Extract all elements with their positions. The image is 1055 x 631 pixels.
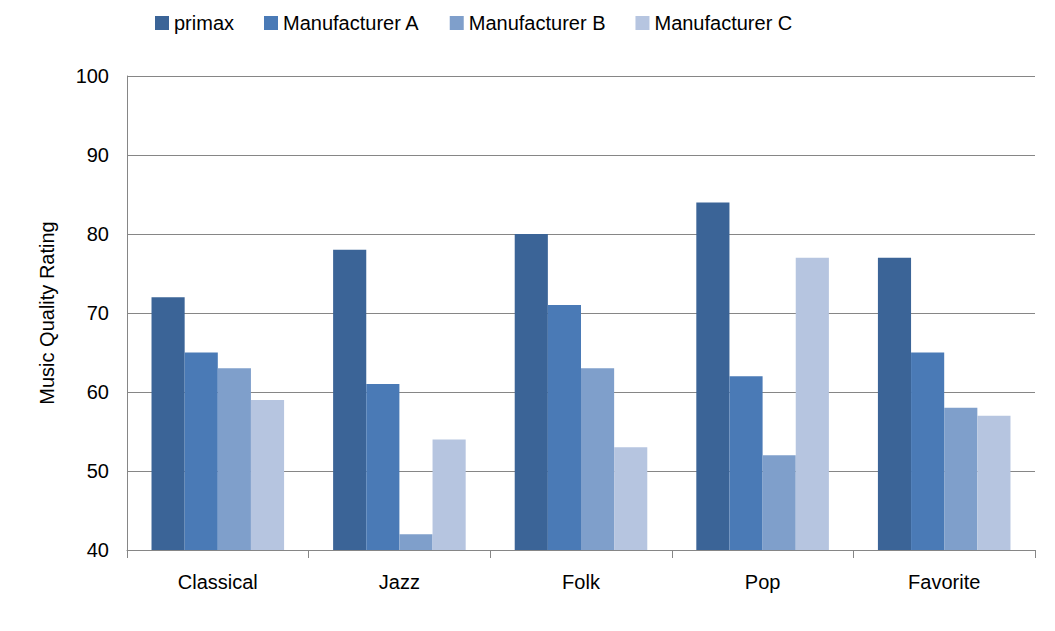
svg-text:90: 90 [87,144,109,166]
svg-text:40: 40 [87,539,109,561]
svg-text:Favorite: Favorite [908,571,980,593]
svg-text:Pop: Pop [745,571,781,593]
svg-text:Manufacturer C: Manufacturer C [654,12,792,34]
svg-text:Music Quality Rating: Music Quality Rating [36,221,58,404]
svg-text:Jazz: Jazz [379,571,420,593]
svg-text:60: 60 [87,381,109,403]
svg-text:80: 80 [87,223,109,245]
svg-text:Folk: Folk [562,571,601,593]
svg-text:Manufacturer B: Manufacturer B [469,12,606,34]
svg-text:Manufacturer A: Manufacturer A [283,12,419,34]
svg-text:Classical: Classical [178,571,258,593]
svg-text:100: 100 [76,65,109,87]
svg-text:primax: primax [174,12,234,34]
svg-text:50: 50 [87,460,109,482]
svg-text:70: 70 [87,302,109,324]
